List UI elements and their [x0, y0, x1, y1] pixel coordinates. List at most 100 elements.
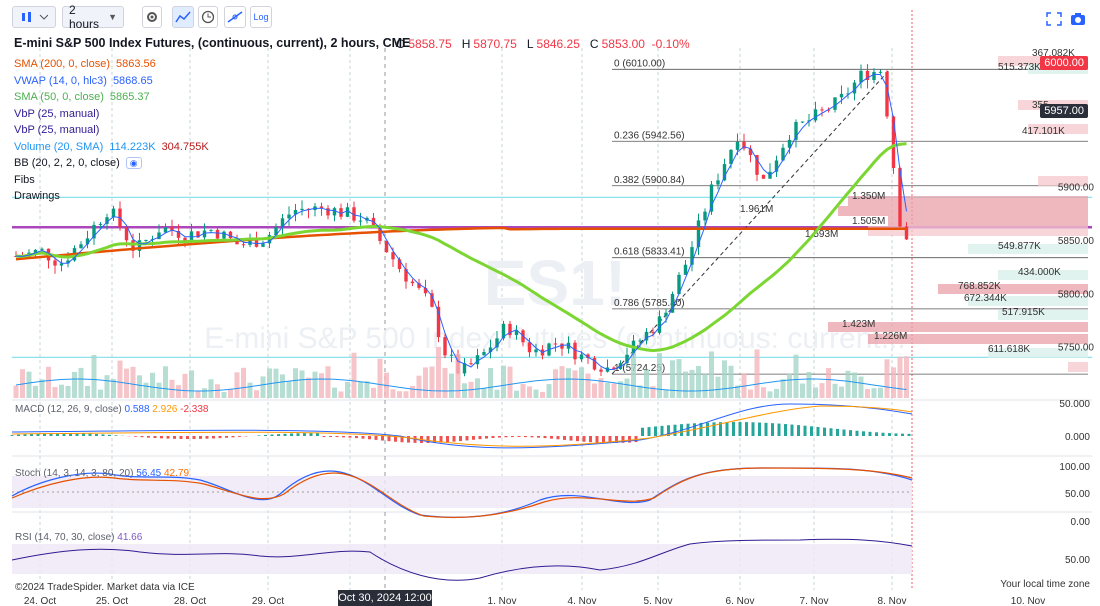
vbp-label: 434.000K [1018, 267, 1061, 278]
macd-histogram-bar [147, 436, 150, 438]
indicator-legend-item[interactable]: BB (20, 2, 2, 0, close) ◉ [14, 155, 142, 171]
indicator-legend-item[interactable]: VbP (25, manual) [14, 106, 99, 122]
indicator-legend-item[interactable]: VbP (25, manual) [14, 122, 99, 138]
macd-histogram-bar [199, 436, 202, 439]
vbp-label: 549.877K [998, 241, 1041, 252]
macd-histogram-bar [283, 433, 287, 436]
fullscreen-icon[interactable] [1046, 12, 1062, 26]
volume-bar [871, 388, 877, 398]
volume-bar [878, 387, 883, 398]
eye-icon[interactable]: ◉ [125, 157, 142, 169]
macd-histogram-bar [524, 436, 527, 438]
volume-bar [657, 353, 662, 398]
time-axis-tick: 1. Nov [488, 596, 517, 606]
fib-trend-line [611, 68, 891, 375]
volume-bar [624, 378, 630, 398]
settings-button[interactable] [142, 6, 162, 28]
volume-bar [163, 366, 168, 398]
macd-histogram-bar [264, 434, 267, 436]
pane-value: 2.926 [152, 404, 180, 415]
log-scale-button[interactable]: Log [250, 6, 272, 28]
drawing-tools-button[interactable] [224, 6, 246, 28]
volume-bar [234, 372, 240, 398]
macd-histogram-bar [381, 436, 384, 441]
macd-histogram-bar [550, 436, 553, 439]
chart-style-button[interactable] [12, 6, 56, 28]
candle-body [202, 230, 207, 238]
candle-body [222, 231, 226, 239]
volume-bar [345, 381, 350, 398]
interval-select[interactable]: 2 hours ▼ [62, 3, 124, 31]
macd-histogram-bar [400, 436, 404, 443]
price-axis-tick: 5850.00 [1058, 236, 1095, 247]
macd-histogram-bar [75, 433, 79, 436]
volume-bar [481, 388, 487, 398]
candle-body [495, 338, 499, 348]
volume-bar [897, 356, 903, 398]
macd-histogram-bar [745, 422, 748, 436]
macd-histogram-bar [387, 436, 391, 442]
vbp-label: 367.082K [1032, 48, 1075, 59]
volume-bar [813, 387, 818, 398]
candle-body [66, 260, 70, 264]
pane-value: 41.66 [117, 532, 142, 543]
pane-axis-tick: 50.00 [1065, 555, 1090, 566]
sma-200-line [15, 226, 907, 261]
indicator-value: 114.223K [109, 140, 156, 153]
indicator-name: Drawings [14, 190, 60, 202]
log-label: Log [253, 12, 269, 22]
volume-bar [397, 391, 402, 398]
candle-body [865, 70, 870, 81]
volume-bar [605, 382, 610, 398]
macd-histogram-bar [179, 436, 183, 439]
volume-bar [65, 385, 71, 398]
candle-body [599, 369, 603, 372]
candle-body [293, 209, 298, 215]
macd-histogram-bar [667, 425, 670, 436]
candle-body [670, 294, 675, 313]
volume-bar [904, 356, 909, 398]
macd-histogram-bar [862, 431, 865, 436]
candle-body [703, 211, 707, 221]
volume-bar [475, 378, 480, 398]
volume-bar [566, 368, 571, 398]
macd-histogram-bar [212, 436, 215, 439]
time-axis-tick: 8. Nov [878, 596, 907, 606]
macd-histogram-bar [556, 436, 560, 440]
macd-histogram-bar [797, 425, 800, 436]
candle-body [690, 247, 694, 265]
candle-body [846, 93, 850, 95]
candle-body [722, 164, 727, 181]
camera-icon[interactable] [1070, 12, 1086, 26]
indicator-legend-item[interactable]: SMA (50, 0, close) 5865.37 [14, 89, 150, 105]
macd-histogram-bar [907, 433, 911, 436]
macd-histogram-bar [563, 436, 566, 440]
volume-bar [618, 381, 623, 398]
indicator-legend-item[interactable]: Drawings [14, 188, 60, 204]
indicator-legend-item[interactable]: SMA (200, 0, close) 5863.56 [14, 56, 156, 72]
vbp-bar [1028, 124, 1088, 134]
candle-body [404, 269, 408, 282]
vbp-label: 1.961M [740, 204, 773, 215]
volume-bar [520, 383, 526, 398]
macd-histogram-bar [205, 436, 209, 439]
high-label: H [461, 37, 471, 51]
indicator-legend-item[interactable]: VWAP (14, 0, hlc3) 5868.65 [14, 73, 153, 89]
indicator-legend-item[interactable]: Fibs [14, 172, 35, 188]
macd-histogram-bar [485, 436, 488, 439]
indicators-button[interactable] [172, 6, 194, 28]
indicator-legend-item[interactable]: Volume (20, SMA) 114.223K 304.755K [14, 139, 209, 155]
candle-body [163, 227, 168, 233]
vbp-bar [868, 226, 1088, 236]
candle-body [196, 231, 200, 238]
candle-body [209, 229, 213, 231]
watermark-symbol: ES1! [484, 247, 626, 319]
macd-histogram-bar [615, 436, 618, 443]
volume-bar [709, 351, 714, 398]
volume-bar [553, 369, 558, 398]
macd-histogram-bar [329, 436, 332, 438]
macd-histogram-bar [732, 422, 735, 436]
replay-button[interactable] [198, 6, 218, 28]
volume-bar [592, 383, 597, 398]
